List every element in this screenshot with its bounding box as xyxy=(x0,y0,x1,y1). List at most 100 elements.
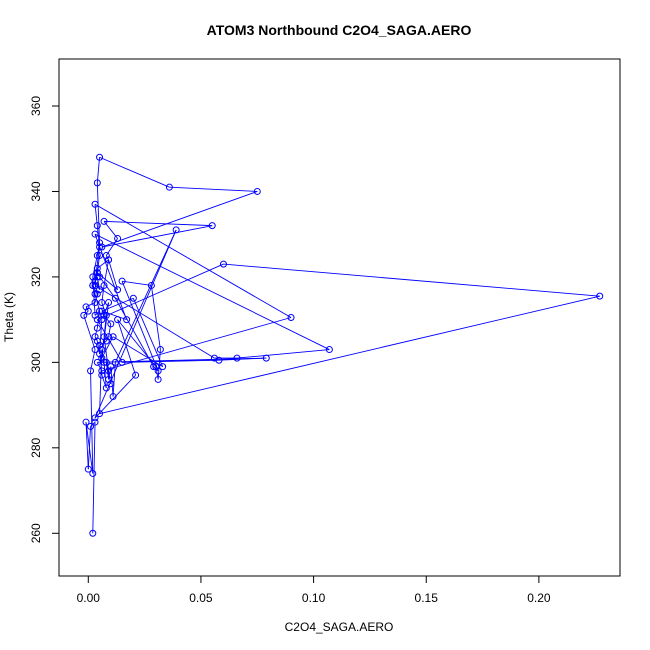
data-point xyxy=(102,252,110,260)
y-tick-label: 360 xyxy=(29,96,43,116)
series-segment xyxy=(236,349,330,359)
data-point xyxy=(154,367,162,375)
data-point xyxy=(93,358,101,366)
series-segment xyxy=(94,285,215,359)
series-segment xyxy=(99,276,116,299)
y-tick-label: 320 xyxy=(29,267,43,287)
data-point xyxy=(98,367,106,375)
y-tick-label: 340 xyxy=(29,181,43,201)
series-segment xyxy=(94,233,330,350)
x-axis-label: C2O4_SAGA.AERO xyxy=(285,620,394,634)
data-point xyxy=(107,320,115,328)
data-point xyxy=(172,226,180,234)
data-point xyxy=(91,414,99,422)
x-tick-label: 0.05 xyxy=(189,591,213,605)
data-point xyxy=(109,333,117,341)
data-point xyxy=(100,311,108,319)
series-segment xyxy=(99,156,170,188)
series-segment xyxy=(83,315,96,350)
data-point xyxy=(102,311,110,319)
series-segment xyxy=(94,374,136,419)
data-point xyxy=(262,354,270,362)
y-tick-label: 300 xyxy=(29,352,43,372)
data-point xyxy=(93,264,101,272)
series-segment xyxy=(96,225,101,248)
data-point xyxy=(93,337,101,345)
data-point xyxy=(150,363,158,371)
series-segment xyxy=(101,297,134,312)
data-point xyxy=(100,281,108,289)
series-segment xyxy=(85,302,96,308)
series-segment xyxy=(223,263,600,297)
series-segment xyxy=(99,340,107,346)
data-point xyxy=(105,333,113,341)
y-axis-label: Theta (K) xyxy=(2,292,16,342)
data-point xyxy=(93,269,101,277)
data-point xyxy=(123,316,131,324)
data-point xyxy=(129,294,137,302)
data-point xyxy=(287,314,295,321)
data-point xyxy=(96,341,104,349)
data-point xyxy=(219,260,227,268)
data-point xyxy=(84,465,92,473)
x-tick-label: 0.10 xyxy=(302,591,326,605)
data-point xyxy=(87,367,95,375)
series-segment xyxy=(121,281,159,372)
data-point xyxy=(89,469,97,477)
data-point xyxy=(82,418,90,426)
data-point xyxy=(80,311,88,319)
data-point xyxy=(111,294,119,302)
data-point xyxy=(105,256,113,264)
data-point xyxy=(98,316,106,324)
series-segment xyxy=(112,362,116,397)
data-point xyxy=(91,311,99,319)
series-segment xyxy=(103,259,110,286)
chart-title: ATOM3 Northbound C2O4_SAGA.AERO xyxy=(207,22,472,38)
data-point xyxy=(107,363,115,371)
series-segment xyxy=(94,328,98,337)
data-point xyxy=(325,346,333,354)
data-point xyxy=(96,286,104,294)
data-point xyxy=(159,363,167,371)
series-segment xyxy=(101,375,107,389)
data-point xyxy=(118,277,126,285)
data-point xyxy=(96,153,104,161)
data-point xyxy=(98,354,106,362)
data-point xyxy=(91,418,99,426)
series-segment xyxy=(96,157,101,183)
series-segment xyxy=(122,280,152,286)
series-segment xyxy=(101,302,110,359)
data-point xyxy=(132,371,140,379)
series-segment xyxy=(103,221,118,239)
series-segment xyxy=(108,323,112,337)
series-layer xyxy=(80,153,604,537)
series-segment xyxy=(94,336,98,342)
data-point xyxy=(111,358,119,366)
data-point xyxy=(89,281,97,289)
data-point xyxy=(210,354,218,362)
series-segment xyxy=(117,319,137,376)
series-segment xyxy=(105,255,109,261)
series-segment xyxy=(96,362,103,372)
data-point xyxy=(100,333,108,341)
data-point xyxy=(114,316,122,324)
data-point xyxy=(154,375,162,383)
data-point xyxy=(96,350,104,358)
series-segment xyxy=(104,220,213,227)
data-point xyxy=(105,367,113,375)
series-segment xyxy=(103,315,112,325)
series-segment xyxy=(122,359,219,363)
series-segment xyxy=(101,317,292,372)
data-point xyxy=(215,356,223,364)
data-point xyxy=(114,234,122,242)
series-segment xyxy=(96,182,101,243)
data-point xyxy=(98,243,106,251)
data-point xyxy=(98,346,106,354)
data-point xyxy=(98,299,106,307)
data-point xyxy=(84,307,92,315)
series-segment xyxy=(85,422,94,474)
data-point xyxy=(89,529,97,537)
data-point xyxy=(109,393,117,401)
series-segment xyxy=(101,225,213,248)
